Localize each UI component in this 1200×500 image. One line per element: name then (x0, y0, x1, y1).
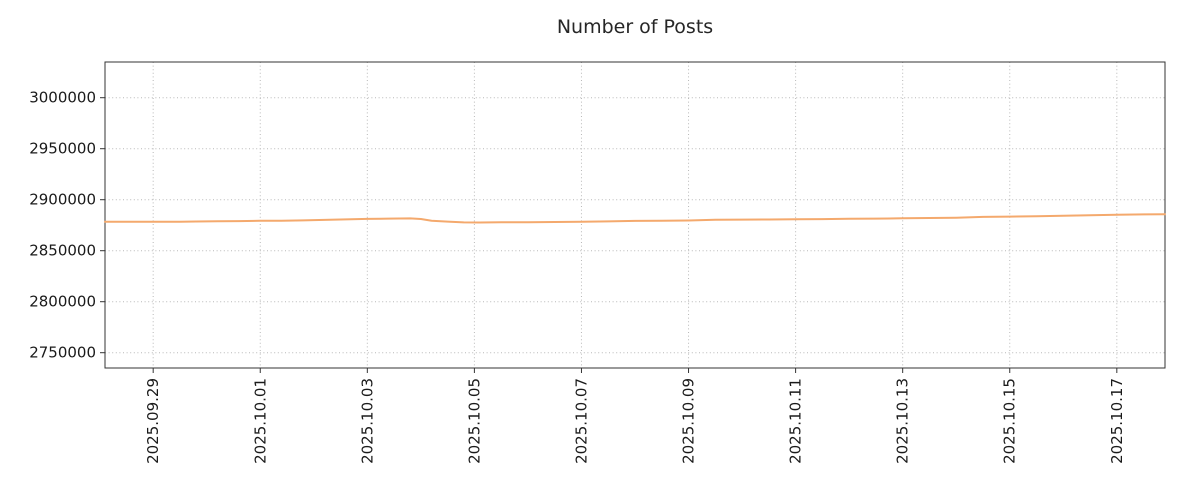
chart-title: Number of Posts (556, 16, 714, 38)
x-tick-label: 2025.10.05 (465, 378, 483, 464)
posts-series-line (104, 213, 1166, 224)
y-tick-label: 2800000 (29, 293, 96, 311)
y-tick-label: 2850000 (29, 242, 96, 260)
x-tick-label: 2025.10.11 (787, 378, 805, 464)
x-tick-label: 2025.10.01 (251, 378, 269, 464)
y-tick-label: 2950000 (29, 140, 96, 158)
y-tick-label: 2900000 (29, 191, 96, 209)
x-tick-label: 2025.10.07 (572, 378, 590, 464)
x-tick-label: 2025.10.03 (358, 378, 376, 464)
x-tick-label: 2025.10.09 (680, 378, 698, 464)
x-tick-label: 2025.09.29 (144, 378, 162, 464)
plot-border (104, 61, 1166, 369)
y-tick-label: 2750000 (29, 344, 96, 362)
x-tick-label: 2025.10.15 (1001, 378, 1019, 464)
x-tick-label: 2025.10.13 (894, 378, 912, 464)
y-tick-label: 3000000 (29, 89, 96, 107)
x-tick-label: 2025.10.17 (1108, 378, 1126, 464)
